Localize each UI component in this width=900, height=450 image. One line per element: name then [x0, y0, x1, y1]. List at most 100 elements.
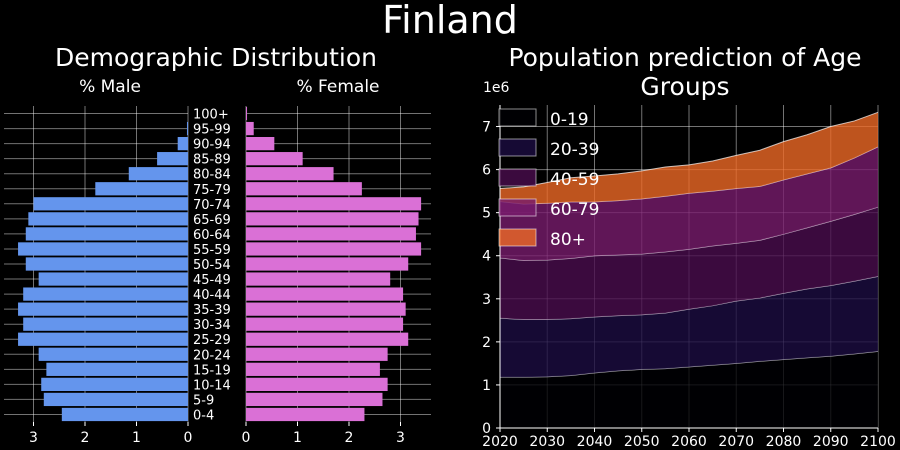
legend-label-60-79: 60-79: [550, 200, 599, 220]
age-group-label: 70-74: [193, 198, 231, 213]
male-bar-10-14: [41, 377, 188, 392]
male-bar-90-94: [177, 136, 188, 151]
age-group-label: 35-39: [193, 303, 231, 318]
area-xtick-label: 2090: [813, 434, 849, 450]
age-group-label: 65-69: [193, 213, 231, 228]
area-y-scale-label: 1e6: [483, 80, 510, 96]
female-bar-90-94: [246, 136, 275, 151]
female-bar-70-74: [246, 197, 422, 211]
male-bar-55-59: [18, 242, 188, 256]
age-group-label: 80-84: [193, 168, 231, 183]
age-group-label: 5-9: [193, 393, 214, 408]
legend-swatch-60-79: [498, 198, 537, 217]
area-ytick-label: 5: [482, 206, 491, 222]
area-ytick-label: 1: [482, 378, 491, 394]
legend-swatch-20-39: [498, 138, 537, 157]
male-bar-0-4: [61, 407, 189, 422]
age-group-label: 90-94: [193, 138, 231, 153]
legend-label-0-19: 0-19: [550, 110, 589, 130]
age-group-label: 60-64: [193, 228, 231, 243]
female-xtick-label: 1: [293, 430, 302, 446]
female-bar-30-34: [246, 317, 404, 331]
female-bar-75-79: [246, 182, 362, 196]
area-xtick-label: 2080: [766, 434, 802, 450]
male-axis-title: % Male: [79, 77, 141, 97]
area-xtick-label: 2040: [577, 434, 613, 450]
area-ytick-label: 6: [482, 163, 491, 179]
area-line-80+: [499, 111, 879, 190]
male-bar-20-24: [38, 347, 189, 361]
age-group-label: 25-29: [193, 333, 231, 348]
area-ytick-label: 4: [482, 249, 491, 265]
female-axis-title: % Female: [296, 77, 379, 97]
female-bar-0-4: [246, 407, 365, 422]
male-bar-65-69: [28, 212, 188, 226]
age-group-label: 15-19: [193, 363, 231, 378]
female-bar-45-49: [246, 272, 391, 286]
age-group-label: 95-99: [193, 123, 231, 138]
female-bar-10-14: [246, 377, 388, 392]
area-ytick-label: 3: [482, 292, 491, 308]
male-xtick-label: 1: [132, 430, 141, 446]
male-bar-60-64: [25, 227, 189, 241]
female-bar-85-89: [246, 152, 303, 166]
legend-swatch-40-59: [498, 168, 537, 187]
male-bar-85-89: [157, 152, 188, 166]
female-bar-20-24: [246, 347, 388, 361]
age-group-label: 10-14: [193, 378, 231, 393]
female-xtick-label: 3: [396, 430, 405, 446]
area-band-20-39: [500, 276, 878, 378]
age-group-label: 55-59: [193, 243, 231, 258]
age-group-label: 75-79: [193, 183, 231, 198]
female-bar-5-9: [246, 392, 383, 407]
female-bar-80-84: [246, 167, 334, 181]
area-xtick-label: 2070: [718, 434, 754, 450]
male-xtick-label: 2: [81, 430, 90, 446]
male-bar-70-74: [33, 197, 188, 211]
male-bar-40-44: [23, 287, 189, 301]
female-bar-35-39: [246, 302, 406, 316]
area-band-0-19: [500, 351, 878, 428]
area-ytick-label: 0: [482, 421, 491, 437]
female-bar-60-64: [246, 227, 416, 241]
female-bar-50-54: [246, 257, 409, 271]
area-xtick-label: 2030: [529, 434, 565, 450]
female-bar-15-19: [246, 362, 380, 376]
legend-swatch-0-19: [498, 108, 537, 127]
age-group-label: 100+: [193, 108, 229, 123]
area-chart-title: Population prediction of Age Groups: [508, 43, 862, 101]
female-bar-95-99: [246, 121, 254, 136]
area-ytick-label: 2: [482, 335, 491, 351]
age-group-label: 85-89: [193, 153, 231, 168]
legend-label-80+: 80+: [550, 230, 586, 250]
male-bar-50-54: [25, 257, 189, 271]
female-bar-25-29: [246, 332, 409, 346]
area-xtick-label: 2020: [482, 434, 518, 450]
area-xtick-label: 2100: [860, 434, 896, 450]
legend-swatch-80+: [498, 228, 537, 247]
age-group-label: 50-54: [193, 258, 231, 273]
male-bar-75-79: [95, 182, 188, 196]
female-bar-100+: [246, 106, 248, 121]
area-band-40-59: [500, 207, 878, 320]
male-xtick-label: 0: [184, 430, 193, 446]
male-bar-45-49: [38, 272, 189, 286]
area-band-80+: [500, 112, 878, 205]
legend-label-20-39: 20-39: [550, 140, 599, 160]
area-ytick-label: 7: [482, 120, 491, 136]
pyramid-title: Demographic Distribution: [55, 43, 377, 72]
male-bar-5-9: [43, 392, 188, 407]
male-bar-80-84: [128, 167, 188, 181]
age-group-label: 30-34: [193, 318, 231, 333]
female-bar-55-59: [246, 242, 422, 256]
area-xtick-label: 2050: [624, 434, 660, 450]
figure-title: Finland: [382, 0, 518, 42]
male-bar-30-34: [23, 317, 189, 331]
female-xtick-label: 2: [345, 430, 354, 446]
male-xtick-label: 3: [29, 430, 38, 446]
area-xtick-label: 2060: [671, 434, 707, 450]
male-bar-95-99: [186, 121, 188, 136]
age-group-label: 0-4: [193, 408, 214, 423]
